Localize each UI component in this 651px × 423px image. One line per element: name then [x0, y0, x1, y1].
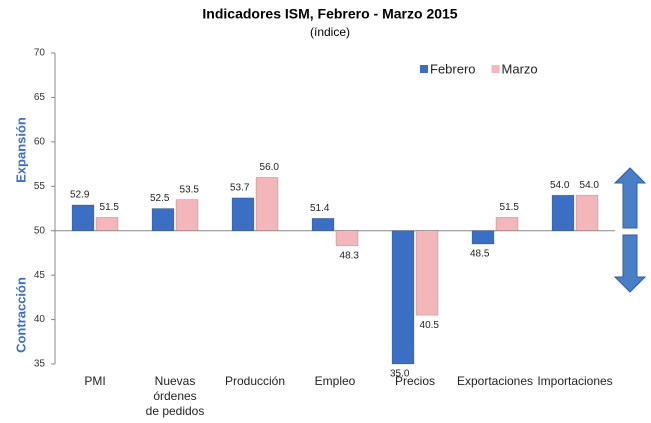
legend-swatch: [420, 65, 428, 73]
data-label: 48.3: [340, 250, 360, 261]
annotation: Contracción: [13, 277, 28, 353]
legend-label: Febrero: [430, 61, 476, 76]
y-tick-label: 35: [34, 359, 46, 370]
bar: [95, 217, 119, 232]
bar: [311, 217, 335, 232]
annotation: Expansión: [13, 117, 28, 183]
data-label: 53.7: [230, 182, 250, 193]
bar: [335, 230, 359, 247]
data-label: 54.0: [550, 180, 570, 191]
bar: [255, 177, 279, 232]
bar: [231, 197, 255, 232]
bar: [575, 194, 599, 232]
data-label: 51.5: [500, 202, 520, 213]
x-tick-label: Importaciones: [537, 374, 613, 388]
data-label: 52.9: [70, 190, 90, 201]
data-label: 53.5: [180, 184, 200, 195]
bar: [151, 208, 175, 232]
x-tick-label: PMI: [84, 374, 106, 388]
x-tick-label: Precios: [394, 374, 435, 388]
y-tick-label: 55: [34, 181, 46, 192]
bar: [471, 230, 495, 245]
bar: [415, 230, 439, 316]
bar: [391, 230, 415, 365]
bar: [71, 204, 95, 232]
data-label: 52.5: [150, 193, 170, 204]
arrow-icon: [613, 167, 647, 293]
bar: [495, 217, 519, 232]
x-tick-label: Empleo: [314, 374, 356, 388]
legend-swatch: [491, 65, 500, 73]
y-tick-label: 60: [34, 136, 46, 147]
data-label: 51.5: [100, 202, 120, 213]
bar: [551, 194, 575, 232]
y-tick-label: 40: [34, 314, 46, 325]
data-label: 40.5: [420, 320, 440, 331]
data-label: 35.0: [390, 369, 410, 380]
data-label: 48.5: [470, 249, 490, 260]
chart-title: Indicadores ISM, Febrero - Marzo 2015: [202, 6, 457, 22]
chart-subtitle: (índice): [310, 25, 350, 39]
x-tick-label: Exportaciones: [456, 374, 534, 388]
legend-label: Marzo: [502, 61, 538, 76]
data-label: 54.0: [580, 180, 600, 191]
x-tick-label: Nuevas órdenes de pedidos: [145, 374, 205, 418]
y-tick-label: 65: [34, 92, 46, 103]
y-tick-label: 50: [34, 225, 46, 236]
data-label: 51.4: [310, 203, 330, 214]
bar: [175, 199, 199, 232]
y-tick-label: 70: [34, 48, 46, 59]
y-tick-label: 45: [34, 270, 46, 281]
data-label: 56.0: [260, 162, 280, 173]
x-tick-label: Producción: [224, 374, 286, 388]
